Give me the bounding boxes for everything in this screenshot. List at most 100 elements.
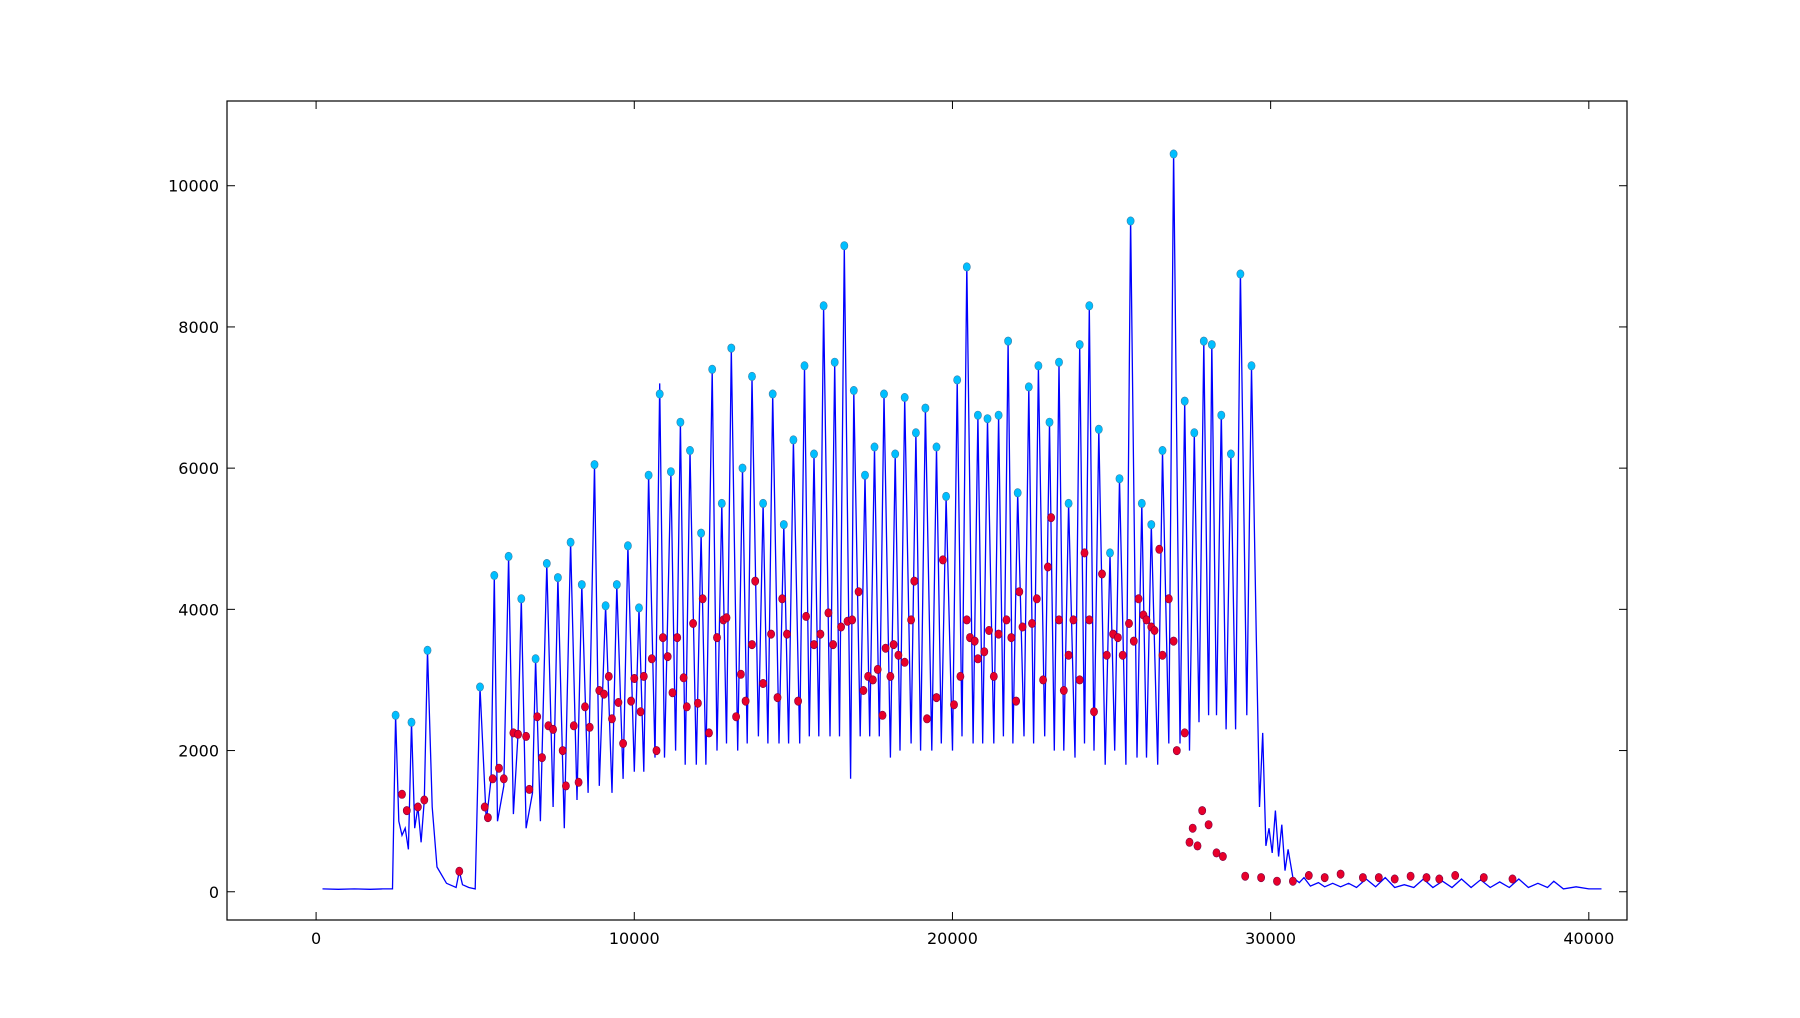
- data-point: [455, 866, 464, 876]
- data-point: [1150, 625, 1159, 635]
- data-point: [1304, 870, 1313, 880]
- data-point: [676, 417, 685, 427]
- data-point: [1129, 636, 1138, 646]
- data-point: [517, 594, 526, 604]
- data-point: [668, 688, 677, 698]
- data-point: [476, 682, 484, 692]
- data-point: [488, 774, 497, 784]
- data-point: [1227, 449, 1235, 459]
- data-point: [1080, 548, 1089, 558]
- data-point: [983, 414, 992, 424]
- data-point: [848, 615, 857, 625]
- data-point: [1212, 848, 1221, 858]
- data-point: [697, 528, 705, 538]
- data-point: [413, 802, 422, 812]
- data-point: [1451, 870, 1460, 880]
- data-point: [912, 428, 920, 438]
- data-point: [921, 403, 930, 413]
- data-point: [585, 722, 594, 732]
- data-point: [490, 570, 499, 580]
- data-point: [1015, 587, 1024, 597]
- data-point: [1257, 873, 1265, 883]
- data-point: [873, 664, 882, 674]
- data-point: [829, 640, 837, 650]
- data-point: [614, 697, 623, 707]
- data-point: [1102, 650, 1111, 660]
- data-point: [420, 795, 429, 805]
- data-point: [748, 640, 756, 650]
- data-point: [590, 460, 599, 470]
- data-point: [1090, 707, 1098, 717]
- data-point: [1064, 650, 1073, 660]
- data-point: [1217, 410, 1226, 420]
- data-point: [994, 410, 1003, 420]
- x-tick-label: 30000: [1245, 929, 1296, 948]
- data-point: [900, 657, 909, 667]
- data-point: [861, 470, 869, 480]
- plot-area: [322, 149, 1602, 890]
- data-point: [635, 603, 643, 613]
- data-point: [1044, 562, 1052, 572]
- data-point: [859, 685, 868, 695]
- data-point: [878, 710, 887, 720]
- data-point: [1007, 633, 1016, 643]
- data-point: [1118, 650, 1127, 660]
- data-point: [504, 551, 513, 561]
- x-axis-tick-labels: 0 10000 20000 30000 40000: [311, 929, 1614, 948]
- data-point: [604, 671, 613, 681]
- data-point: [1198, 806, 1207, 816]
- data-point: [1320, 873, 1329, 883]
- data-point: [1094, 424, 1103, 434]
- data-point: [900, 392, 909, 402]
- data-point: [601, 601, 610, 611]
- data-point: [767, 629, 775, 639]
- data-point: [737, 669, 745, 679]
- data-point: [659, 633, 667, 643]
- data-point: [562, 781, 570, 791]
- data-point: [1114, 633, 1122, 643]
- y-tick-label: 4000: [178, 600, 219, 619]
- data-point: [1069, 615, 1078, 625]
- data-point: [794, 696, 802, 706]
- data-point: [1039, 675, 1047, 685]
- data-point: [985, 625, 993, 635]
- data-point: [1336, 869, 1345, 879]
- data-point: [1188, 823, 1197, 833]
- data-point: [789, 435, 798, 445]
- data-point: [894, 650, 903, 660]
- x-tick-label: 10000: [609, 929, 660, 948]
- data-point: [655, 389, 664, 399]
- data-point: [974, 654, 982, 664]
- data-point: [717, 498, 726, 508]
- data-point: [759, 678, 767, 688]
- data-point: [694, 698, 702, 708]
- data-point: [538, 753, 546, 763]
- data-point: [889, 640, 898, 650]
- y-tick-label: 10000: [168, 177, 219, 196]
- data-point: [612, 580, 621, 590]
- data-point: [667, 467, 675, 477]
- data-point: [636, 707, 645, 717]
- data-point: [953, 375, 962, 385]
- data-point: [1034, 361, 1043, 371]
- data-point: [891, 449, 900, 459]
- data-point: [1142, 615, 1151, 625]
- data-point: [722, 613, 731, 623]
- data-point: [768, 389, 777, 399]
- data-point: [577, 580, 586, 590]
- data-point: [802, 611, 810, 621]
- data-point: [673, 633, 682, 643]
- data-point: [1164, 594, 1173, 604]
- data-point: [483, 813, 492, 823]
- data-point: [522, 731, 530, 741]
- data-point: [627, 696, 635, 706]
- data-point: [1219, 851, 1227, 861]
- data-point: [810, 449, 818, 459]
- data-point: [624, 541, 632, 551]
- data-point: [932, 693, 941, 703]
- data-point: [1180, 396, 1189, 406]
- data-point: [830, 357, 839, 367]
- x-tick-label: 0: [311, 929, 321, 948]
- x-tick-label: 20000: [927, 929, 978, 948]
